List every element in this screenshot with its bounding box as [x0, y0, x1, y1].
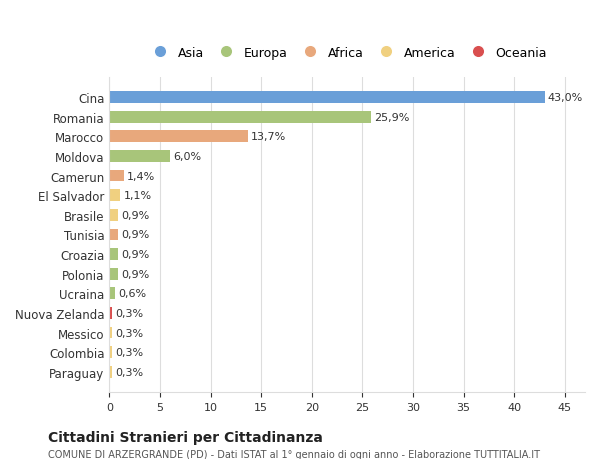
Text: 0,9%: 0,9% [122, 230, 150, 240]
Bar [109, 347, 112, 358]
Bar [109, 268, 118, 280]
Text: 6,0%: 6,0% [173, 151, 201, 162]
Text: 0,3%: 0,3% [115, 347, 143, 358]
Text: 0,3%: 0,3% [115, 328, 143, 338]
Bar [109, 151, 170, 162]
Text: 0,9%: 0,9% [122, 269, 150, 279]
Bar [109, 327, 112, 339]
Text: 0,3%: 0,3% [115, 367, 143, 377]
Text: 0,9%: 0,9% [122, 210, 150, 220]
Legend: Asia, Europa, Africa, America, Oceania: Asia, Europa, Africa, America, Oceania [144, 43, 551, 63]
Bar [109, 209, 118, 221]
Bar [109, 92, 545, 104]
Bar [109, 366, 112, 378]
Text: 25,9%: 25,9% [374, 112, 410, 123]
Text: 1,1%: 1,1% [124, 191, 152, 201]
Text: 0,9%: 0,9% [122, 250, 150, 259]
Bar [109, 308, 112, 319]
Bar [109, 249, 118, 260]
Bar [109, 112, 371, 123]
Bar [109, 190, 121, 202]
Text: 1,4%: 1,4% [127, 171, 155, 181]
Text: 43,0%: 43,0% [548, 93, 583, 103]
Text: 13,7%: 13,7% [251, 132, 286, 142]
Bar [109, 131, 248, 143]
Bar [109, 170, 124, 182]
Text: 0,6%: 0,6% [118, 289, 146, 299]
Text: COMUNE DI ARZERGRANDE (PD) - Dati ISTAT al 1° gennaio di ogni anno - Elaborazion: COMUNE DI ARZERGRANDE (PD) - Dati ISTAT … [48, 449, 540, 459]
Text: 0,3%: 0,3% [115, 308, 143, 318]
Bar [109, 288, 115, 300]
Text: Cittadini Stranieri per Cittadinanza: Cittadini Stranieri per Cittadinanza [48, 430, 323, 444]
Bar [109, 229, 118, 241]
